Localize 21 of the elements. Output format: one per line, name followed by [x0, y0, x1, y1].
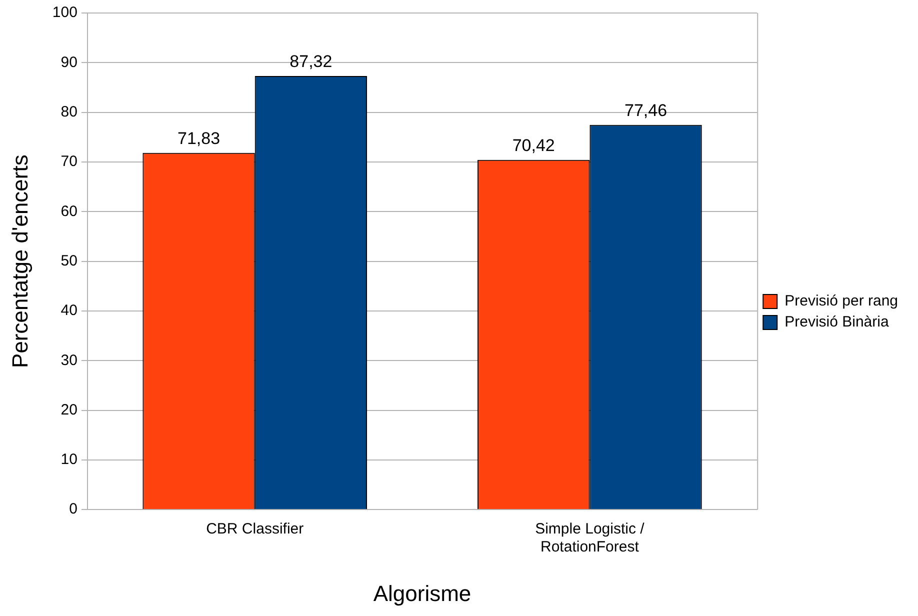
data-label: 77,46 — [624, 101, 668, 120]
legend-label: Previsió Binària — [784, 314, 890, 331]
y-tick-label: 20 — [60, 401, 78, 418]
y-tick-label: 30 — [60, 352, 78, 369]
y-tick-label: 90 — [60, 54, 78, 71]
y-tick-label: 50 — [60, 252, 78, 270]
y-tick-label: 70 — [60, 153, 78, 170]
x-axis-title: Algorisme — [373, 580, 472, 606]
data-label: 87,32 — [290, 52, 332, 72]
y-tick-label: 60 — [60, 202, 78, 220]
y-tick-label: 40 — [60, 302, 78, 320]
y-tick-label: 10 — [60, 451, 78, 468]
x-tick-label: CBR Classifier — [206, 520, 304, 538]
y-axis-title: Percentatge d'encerts — [7, 154, 32, 368]
y-tick-label: 100 — [52, 4, 78, 22]
x-tick-label: Simple Logistic / RotationForest — [535, 520, 646, 556]
legend-label: Previsió per rang — [784, 292, 898, 310]
data-label: 70,42 — [512, 136, 555, 156]
y-tick-label: 0 — [69, 500, 78, 518]
data-label: 71,83 — [177, 129, 220, 148]
y-tick-label: 80 — [60, 103, 78, 120]
